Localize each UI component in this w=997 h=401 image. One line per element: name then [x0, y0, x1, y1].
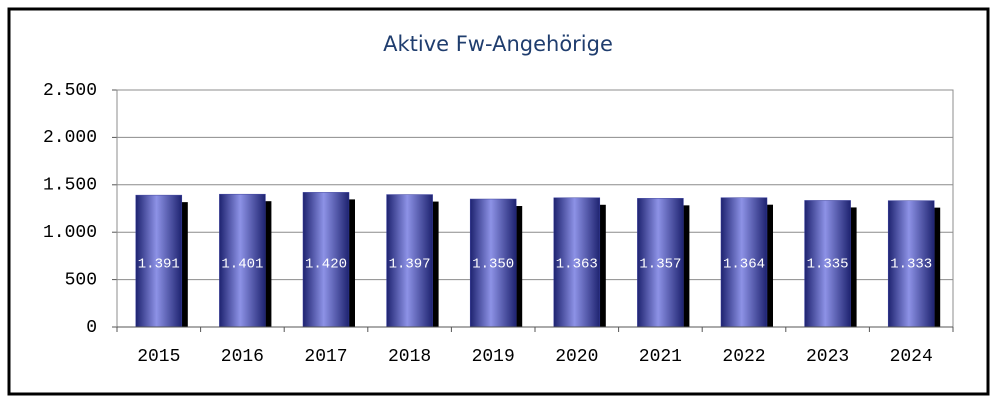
x-tick-label: 2018 [388, 347, 431, 367]
bar [386, 194, 433, 328]
x-tick-label: 2023 [806, 347, 849, 367]
chart-title: Aktive Fw-Angehörige [383, 32, 613, 56]
bar [553, 197, 601, 328]
x-tick-label: 2017 [304, 347, 347, 367]
y-tick-label: 1.500 [43, 176, 97, 196]
value-label: 1.363 [556, 257, 598, 273]
x-tick-label: 2016 [221, 347, 264, 367]
value-label: 1.397 [389, 257, 431, 273]
value-label: 1.391 [138, 257, 180, 273]
x-tick-label: 2024 [890, 347, 933, 367]
bar [804, 200, 851, 328]
value-label: 1.333 [890, 257, 932, 273]
bar [135, 194, 183, 328]
value-label: 1.420 [305, 257, 347, 273]
value-label: 1.401 [221, 257, 263, 273]
bar [887, 200, 935, 328]
value-label: 1.357 [639, 257, 681, 273]
y-tick-label: 0 [86, 318, 97, 338]
y-tick-label: 2.500 [43, 81, 97, 101]
bar [720, 197, 768, 328]
x-tick-label: 2022 [722, 347, 765, 367]
y-tick-label: 1.000 [43, 223, 97, 243]
bar [469, 198, 517, 328]
x-tick-label: 2020 [555, 347, 598, 367]
value-label: 1.335 [807, 257, 849, 273]
value-label: 1.350 [472, 257, 514, 273]
y-tick-label: 500 [65, 270, 97, 290]
x-tick-label: 2015 [137, 347, 180, 367]
x-tick-label: 2019 [472, 347, 515, 367]
bar [219, 193, 266, 328]
bar [637, 198, 684, 328]
x-tick-label: 2021 [639, 347, 682, 367]
y-tick-label: 2.000 [43, 128, 97, 148]
value-label: 1.364 [723, 257, 765, 273]
